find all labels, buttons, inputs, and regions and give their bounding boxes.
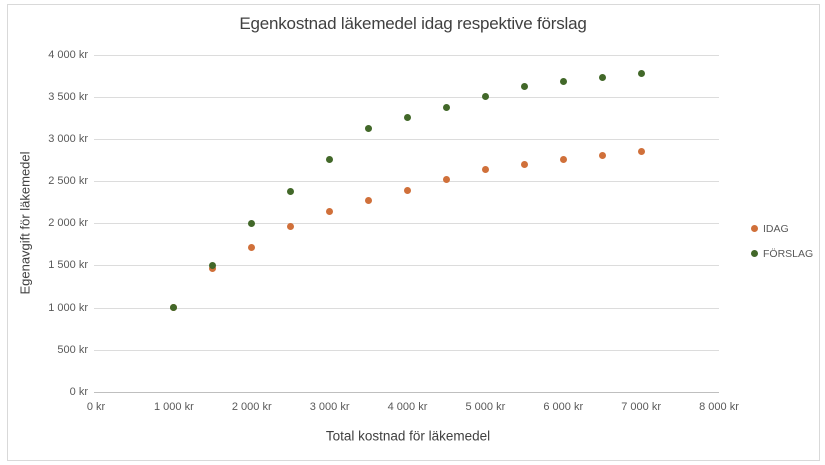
data-point-forslag xyxy=(326,156,334,164)
data-point-idag xyxy=(326,207,334,215)
legend-label: IDAG xyxy=(763,222,789,235)
gridline xyxy=(94,54,719,56)
y-axis-tick-label: 0 kr xyxy=(69,386,88,398)
data-point-forslag xyxy=(365,124,373,132)
data-point-forslag xyxy=(481,93,489,101)
x-axis-tick-label: 1 000 kr xyxy=(154,401,194,413)
data-point-idag xyxy=(248,244,256,251)
data-point-forslag xyxy=(598,74,606,82)
data-point-idag xyxy=(287,222,295,230)
y-axis-tick-label: 3 000 kr xyxy=(48,132,88,145)
gridline xyxy=(94,349,719,351)
chart-border xyxy=(7,4,820,461)
data-point-idag xyxy=(404,186,411,194)
gridline xyxy=(94,392,719,393)
legend-item-idag: IDAG xyxy=(751,216,813,241)
legend-marker-icon xyxy=(751,250,758,257)
gridline xyxy=(94,307,719,309)
gridline xyxy=(94,138,719,140)
y-axis-tick-label: 500 kr xyxy=(57,343,88,356)
y-axis-tick-label: 4 000 kr xyxy=(48,48,88,61)
y-axis-tick-label: 3 500 kr xyxy=(48,90,88,103)
gridline xyxy=(94,181,719,183)
data-point-idag xyxy=(520,160,528,168)
data-point-idag xyxy=(365,197,373,205)
data-point-idag xyxy=(442,176,450,184)
legend-item-forslag: FÖRSLAG xyxy=(751,241,813,266)
gridline xyxy=(94,265,719,267)
gridline xyxy=(94,96,719,98)
x-axis-title: Total kostnad för läkemedel xyxy=(325,428,491,444)
data-point-idag xyxy=(637,148,645,156)
legend-marker-icon xyxy=(751,225,758,232)
x-axis-tick-label: 0 kr xyxy=(86,401,106,413)
x-axis-tick-label: 7 000 kr xyxy=(621,401,661,413)
y-axis-tick-label: 1 500 kr xyxy=(48,259,88,272)
data-point-forslag xyxy=(637,69,645,77)
legend-label: FÖRSLAG xyxy=(763,247,814,260)
gridline xyxy=(94,223,719,225)
data-point-idag xyxy=(598,152,606,160)
legend: IDAG FÖRSLAG xyxy=(751,216,813,266)
y-axis-tick-label: 2 000 kr xyxy=(48,217,88,230)
x-axis-tick-label: 8 000 kr xyxy=(699,401,739,413)
data-point-forslag xyxy=(248,219,256,227)
chart-title: Egenkostnad läkemedel idag respektive fö… xyxy=(239,14,587,33)
y-axis-tick-label: 2 500 kr xyxy=(48,175,88,188)
data-point-idag xyxy=(481,165,489,173)
data-point-forslag xyxy=(559,78,567,86)
x-axis-tick-label: 3 000 kr xyxy=(309,401,350,413)
data-point-forslag xyxy=(170,304,178,312)
data-point-idag xyxy=(559,156,567,164)
data-point-forslag xyxy=(209,261,217,269)
data-point-forslag xyxy=(442,103,450,111)
data-point-forslag xyxy=(520,82,528,90)
y-axis-tick-label: 1 000 kr xyxy=(48,301,88,314)
x-axis-tick-label: 4 000 kr xyxy=(387,401,428,413)
data-point-forslag xyxy=(404,114,411,122)
x-axis-tick-label: 2 000 kr xyxy=(231,401,272,413)
x-axis-tick-label: 5 000 kr xyxy=(465,401,506,413)
data-point-forslag xyxy=(287,188,295,196)
x-axis-tick-label: 6 000 kr xyxy=(543,401,584,413)
